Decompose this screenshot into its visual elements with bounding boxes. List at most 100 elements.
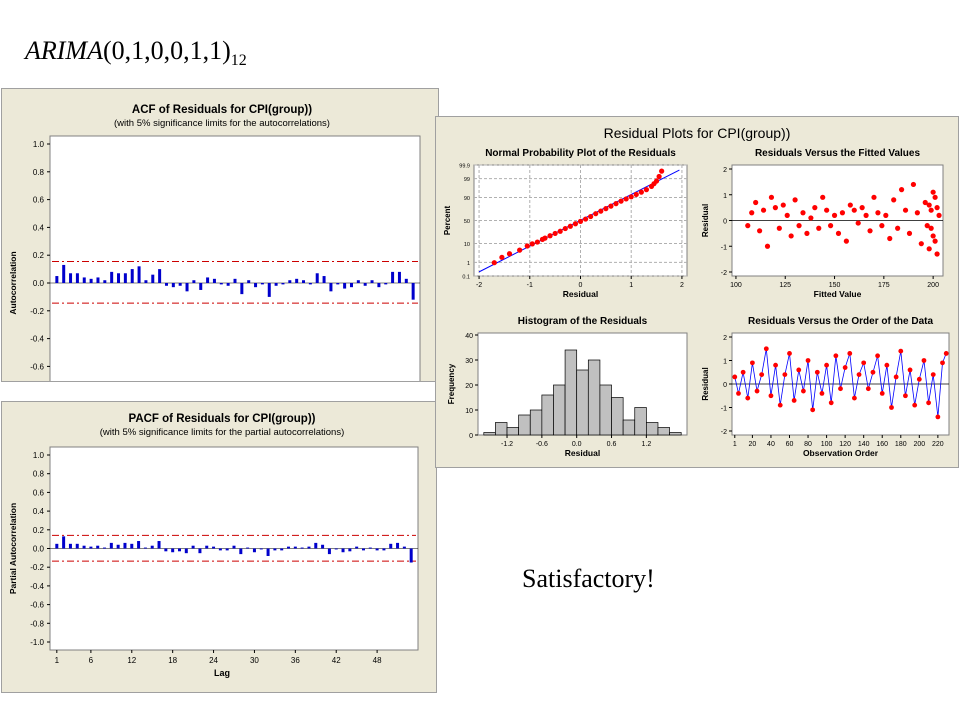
histogram-bar — [529, 409, 543, 436]
versus-fits-y-axis-label: Residual — [701, 204, 710, 237]
versus-fits-point — [906, 230, 913, 236]
versus-order-point — [787, 351, 792, 356]
versus-fits-x-tick-label: 175 — [878, 282, 890, 289]
pacf-y-tick-label: 1.0 — [33, 451, 45, 460]
pacf-bar — [307, 546, 311, 549]
versus-order-point — [903, 393, 908, 399]
versus-fits-point — [788, 233, 794, 239]
histogram-y-tick-label: 10 — [465, 408, 473, 415]
normal-probability-point — [593, 211, 599, 217]
pacf-y-tick-label: 0.8 — [33, 470, 45, 479]
versus-order-title: Residuals Versus the Order of the Data — [748, 316, 933, 327]
versus-fits-point — [816, 225, 822, 231]
acf-y-tick-label: 0.8 — [33, 168, 45, 177]
versus-fits-point — [859, 205, 865, 211]
versus-fits-point — [780, 202, 786, 208]
pacf-y-tick-label: -0.6 — [30, 601, 44, 610]
acf-bar — [267, 283, 271, 297]
versus-fits-point — [930, 189, 936, 195]
versus-fits-point — [926, 246, 932, 252]
versus-order-point — [759, 372, 765, 377]
normal-probability-point — [659, 168, 665, 174]
versus-fits-point — [891, 197, 897, 203]
versus-order-point — [916, 376, 922, 382]
versus-order-point — [898, 348, 904, 354]
normal-probability-point — [613, 201, 619, 207]
pacf-subtitle: (with 5% significance limits for the par… — [100, 427, 344, 438]
pacf-bar — [89, 546, 93, 549]
histogram-bar — [599, 384, 612, 436]
versus-fits-title: Residuals Versus the Fitted Values — [755, 148, 921, 159]
versus-order-x-tick-label: 1 — [733, 441, 737, 448]
pacf-bar — [321, 544, 325, 549]
normal-probability-point — [598, 208, 604, 214]
acf-bar — [137, 266, 141, 283]
versus-fits-x-tick-label: 100 — [730, 282, 742, 289]
versus-order-point — [930, 372, 936, 377]
versus-order-y-tick-label: -1 — [721, 406, 727, 413]
histogram-bar — [483, 432, 496, 436]
histogram-x-tick-label: -1.2 — [501, 441, 513, 448]
versus-fits-point — [796, 223, 802, 229]
normal-probability-point — [618, 198, 624, 204]
acf-bar — [274, 283, 278, 286]
acf-bar — [377, 283, 381, 288]
acf-y-tick-label: 1.0 — [33, 140, 45, 149]
versus-order-x-tick-label: 140 — [858, 441, 870, 448]
pacf-y-axis-label: Partial Autocorrelation — [8, 503, 18, 594]
versus-fits-point — [831, 212, 838, 218]
versus-fits-point — [839, 210, 846, 216]
versus-fits-y-tick-label: 2 — [723, 167, 727, 174]
pacf-bar — [246, 547, 250, 549]
acf-y-tick-label: 0.0 — [33, 279, 45, 288]
normal-probability-y-tick-label: 10 — [464, 242, 470, 248]
acf-bar — [260, 283, 264, 285]
versus-order-x-tick-label: 120 — [839, 441, 851, 448]
acf-y-tick-label: 0.4 — [33, 223, 45, 232]
histogram-bar — [587, 359, 601, 436]
acf-bar — [219, 283, 223, 285]
versus-fits-point — [924, 223, 930, 229]
pacf-x-tick-label: 48 — [373, 656, 382, 665]
acf-bar — [62, 264, 66, 283]
versus-order-point — [824, 362, 829, 368]
acf-bar — [322, 276, 326, 283]
pacf-bar — [164, 548, 168, 552]
versus-fits-point — [922, 199, 928, 206]
versus-fits-point — [757, 228, 763, 234]
versus-fits-y-tick-label: -1 — [721, 244, 727, 251]
versus-order-point — [838, 386, 843, 392]
versus-order-point — [893, 374, 899, 380]
normal-probability-group: Normal Probability Plot of the Residuals… — [443, 148, 688, 299]
normal-probability-point — [588, 213, 594, 220]
versus-order-point — [889, 405, 894, 410]
versus-fits-y-tick-label: 0 — [723, 219, 727, 226]
acf-bar — [185, 283, 189, 292]
pacf-bar — [368, 547, 372, 549]
versus-fits-point — [936, 212, 942, 218]
acf-subtitle: (with 5% significance limits for the aut… — [114, 118, 330, 129]
pacf-y-tick-label: -0.2 — [30, 563, 44, 572]
acf-bar — [75, 273, 79, 283]
normal-probability-point — [552, 230, 558, 237]
versus-order-point — [768, 393, 774, 399]
normal-probability-point — [653, 178, 660, 184]
pacf-x-tick-label: 42 — [332, 656, 341, 665]
versus-fits-point — [824, 207, 830, 213]
pacf-bar — [280, 548, 284, 551]
normal-probability-x-tick-label: 0 — [579, 282, 583, 289]
versus-order-point — [912, 402, 918, 408]
versus-fits-point — [875, 210, 881, 216]
residual-plots-panel: Residual Plots for CPI(group)) Normal Pro… — [435, 116, 959, 468]
histogram-x-tick-label: 0.0 — [572, 441, 582, 448]
versus-order-point — [861, 360, 867, 366]
normal-probability-point — [633, 191, 639, 198]
versus-fits-point — [928, 225, 934, 231]
acf-bar — [96, 277, 100, 283]
histogram-x-tick-label: -0.6 — [536, 441, 548, 448]
histogram-bar — [611, 397, 624, 436]
normal-probability-point — [656, 173, 662, 180]
versus-fits-point — [871, 194, 877, 200]
histogram-bar — [622, 419, 636, 436]
pacf-y-tick-label: -0.4 — [30, 582, 44, 591]
